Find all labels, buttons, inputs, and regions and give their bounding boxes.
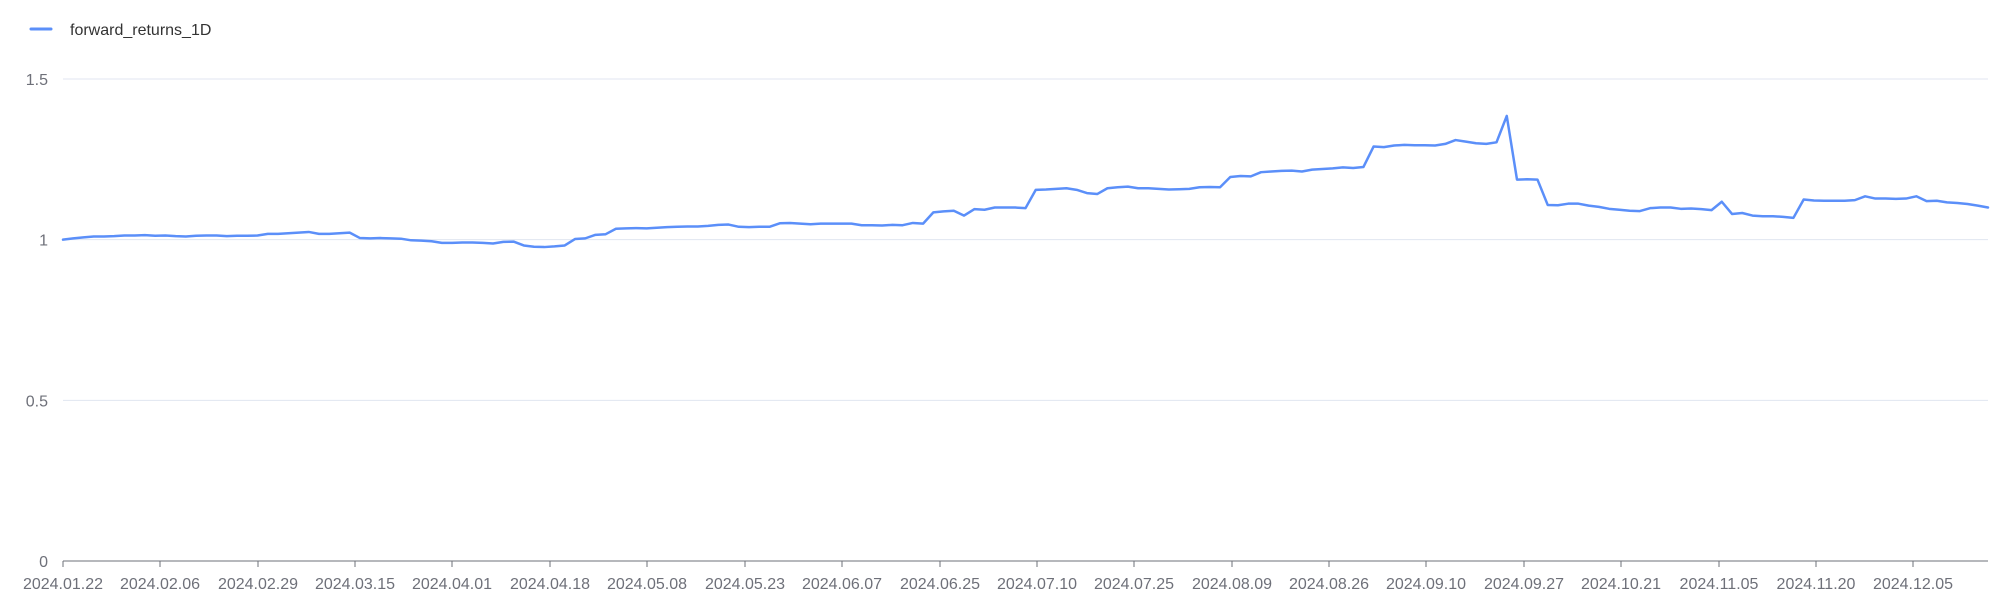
x-axis: 2024.01.22 2024.02.06 2024.02.29 2024.03.15… — [23, 561, 1953, 593]
x-tick-label: 2024.01.22 — [23, 576, 103, 593]
x-tick-label: 2024.06.07 — [802, 576, 882, 593]
x-tick-label: 2024.02.06 — [120, 576, 200, 593]
x-tick-label: 2024.08.26 — [1289, 576, 1369, 593]
y-tick-label: 0 — [39, 554, 48, 571]
series-line-forward-returns-1d — [61, 114, 1990, 249]
x-tick-label: 2024.05.23 — [705, 576, 785, 593]
y-tick-label: 1.5 — [26, 72, 48, 89]
x-tick-label: 2024.10.21 — [1581, 576, 1661, 593]
y-tick-label: 0.5 — [26, 393, 48, 410]
grid-lines — [63, 78, 1988, 562]
y-tick-label: 1 — [39, 233, 48, 250]
x-tick-label: 2024.04.18 — [510, 576, 590, 593]
x-tick-label: 2024.08.09 — [1192, 576, 1272, 593]
x-tick-label: 2024.07.10 — [997, 576, 1077, 593]
x-tick-label: 2024.09.27 — [1484, 576, 1564, 593]
x-tick-label: 2024.04.01 — [412, 576, 492, 593]
y-axis: 0 0.5 1 1.5 — [26, 72, 48, 571]
legend[interactable]: forward_returns_1D — [29, 22, 211, 39]
x-tick-label: 2024.12.05 — [1873, 576, 1953, 593]
x-tick-label: 2024.09.10 — [1386, 576, 1466, 593]
x-tick-label: 2024.02.29 — [218, 576, 298, 593]
x-tick-label: 2024.11.05 — [1680, 576, 1759, 593]
x-tick-label: 2024.07.25 — [1094, 576, 1174, 593]
x-tick-label: 2024.11.20 — [1777, 576, 1856, 593]
x-tick-label: 2024.06.25 — [900, 576, 980, 593]
x-tick-label: 2024.03.15 — [315, 576, 395, 593]
legend-label: forward_returns_1D — [70, 22, 211, 39]
x-tick-label: 2024.05.08 — [607, 576, 687, 593]
series-layer — [61, 114, 1990, 249]
